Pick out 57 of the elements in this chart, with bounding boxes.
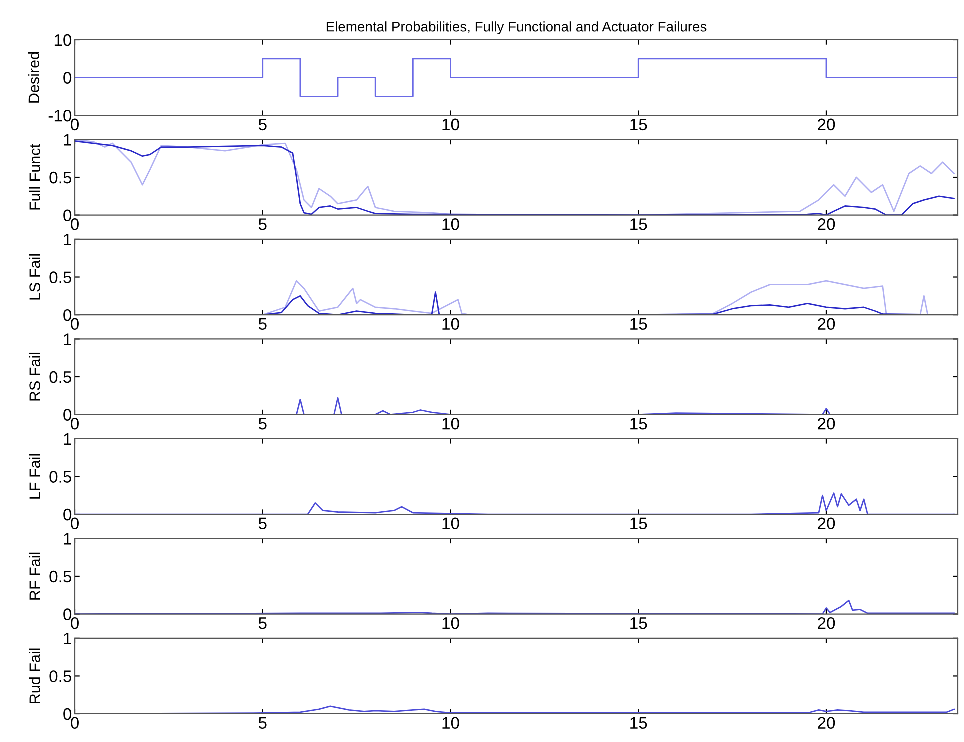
y-tick-label: 1 [64,633,72,644]
x-tick-label: 20 [818,418,836,430]
y-tick-label: 0 [64,608,72,620]
x-tick-label: 10 [442,418,460,430]
y-tick-label: 0 [64,210,72,222]
chart-title: Elemental Probabilities, Fully Functional and Actuator Failures [326,22,707,35]
x-tick-label: 15 [630,717,648,730]
y-tick-label: 10 [54,34,72,46]
y-tick-label: 0 [64,409,72,421]
y-tick-label: 1 [64,134,72,146]
y-tick-label: 0.5 [50,670,72,682]
x-tick-label: 10 [442,717,460,730]
y-axis-title: Desired [28,52,40,103]
y-tick-label: 0.5 [50,272,72,284]
x-tick-label: 5 [258,218,267,230]
y-tick-label: 1 [64,234,72,246]
x-tick-label: 10 [442,218,460,230]
x-tick-label: 5 [258,418,267,430]
x-tick-label: 20 [818,318,836,330]
x-tick-label: 20 [818,518,836,530]
y-axis-title: LS Fail [29,254,40,300]
x-tick-label: 20 [818,617,836,630]
x-tick-label: 15 [630,418,648,430]
y-tick-label: 0.5 [50,172,72,184]
x-tick-label: 5 [258,717,267,730]
x-tick-label: 15 [630,318,648,330]
y-tick-label: 0 [64,708,72,720]
y-tick-label: 0 [64,309,72,322]
x-tick-label: 15 [630,218,648,230]
y-axis-title: LF Fail [29,454,40,499]
y-tick-label: -10 [48,110,72,122]
x-tick-label: 10 [442,617,460,630]
x-tick-label: 10 [442,518,460,530]
x-tick-label: 20 [818,118,836,131]
x-tick-label: 10 [442,318,460,330]
y-tick-label: 1 [64,533,72,545]
y-tick-label: 0.5 [50,371,72,384]
y-tick-label: 0.5 [50,570,72,583]
x-tick-label: 10 [442,118,460,131]
x-tick-label: 5 [258,618,267,630]
x-tick-label: 5 [258,318,267,330]
y-tick-label: 0 [64,72,72,84]
y-tick-label: 0.5 [50,471,72,483]
y-tick-label: 0 [64,508,72,521]
x-tick-label: 15 [630,618,648,630]
y-axis-title: RS Fail [29,352,40,401]
x-tick-label: 15 [630,518,648,530]
x-tick-label: 5 [258,518,267,530]
x-tick-label: 15 [630,118,648,131]
y-tick-label: 1 [64,334,72,346]
x-tick-label: 20 [818,218,836,230]
y-axis-title: Rud Fail [29,648,40,704]
x-tick-label: 20 [818,717,836,730]
y-axis-title: RF Fail [29,552,40,600]
y-axis-title: Full Funct [29,144,40,210]
y-tick-label: 1 [64,434,72,445]
x-tick-label: 5 [258,118,267,131]
